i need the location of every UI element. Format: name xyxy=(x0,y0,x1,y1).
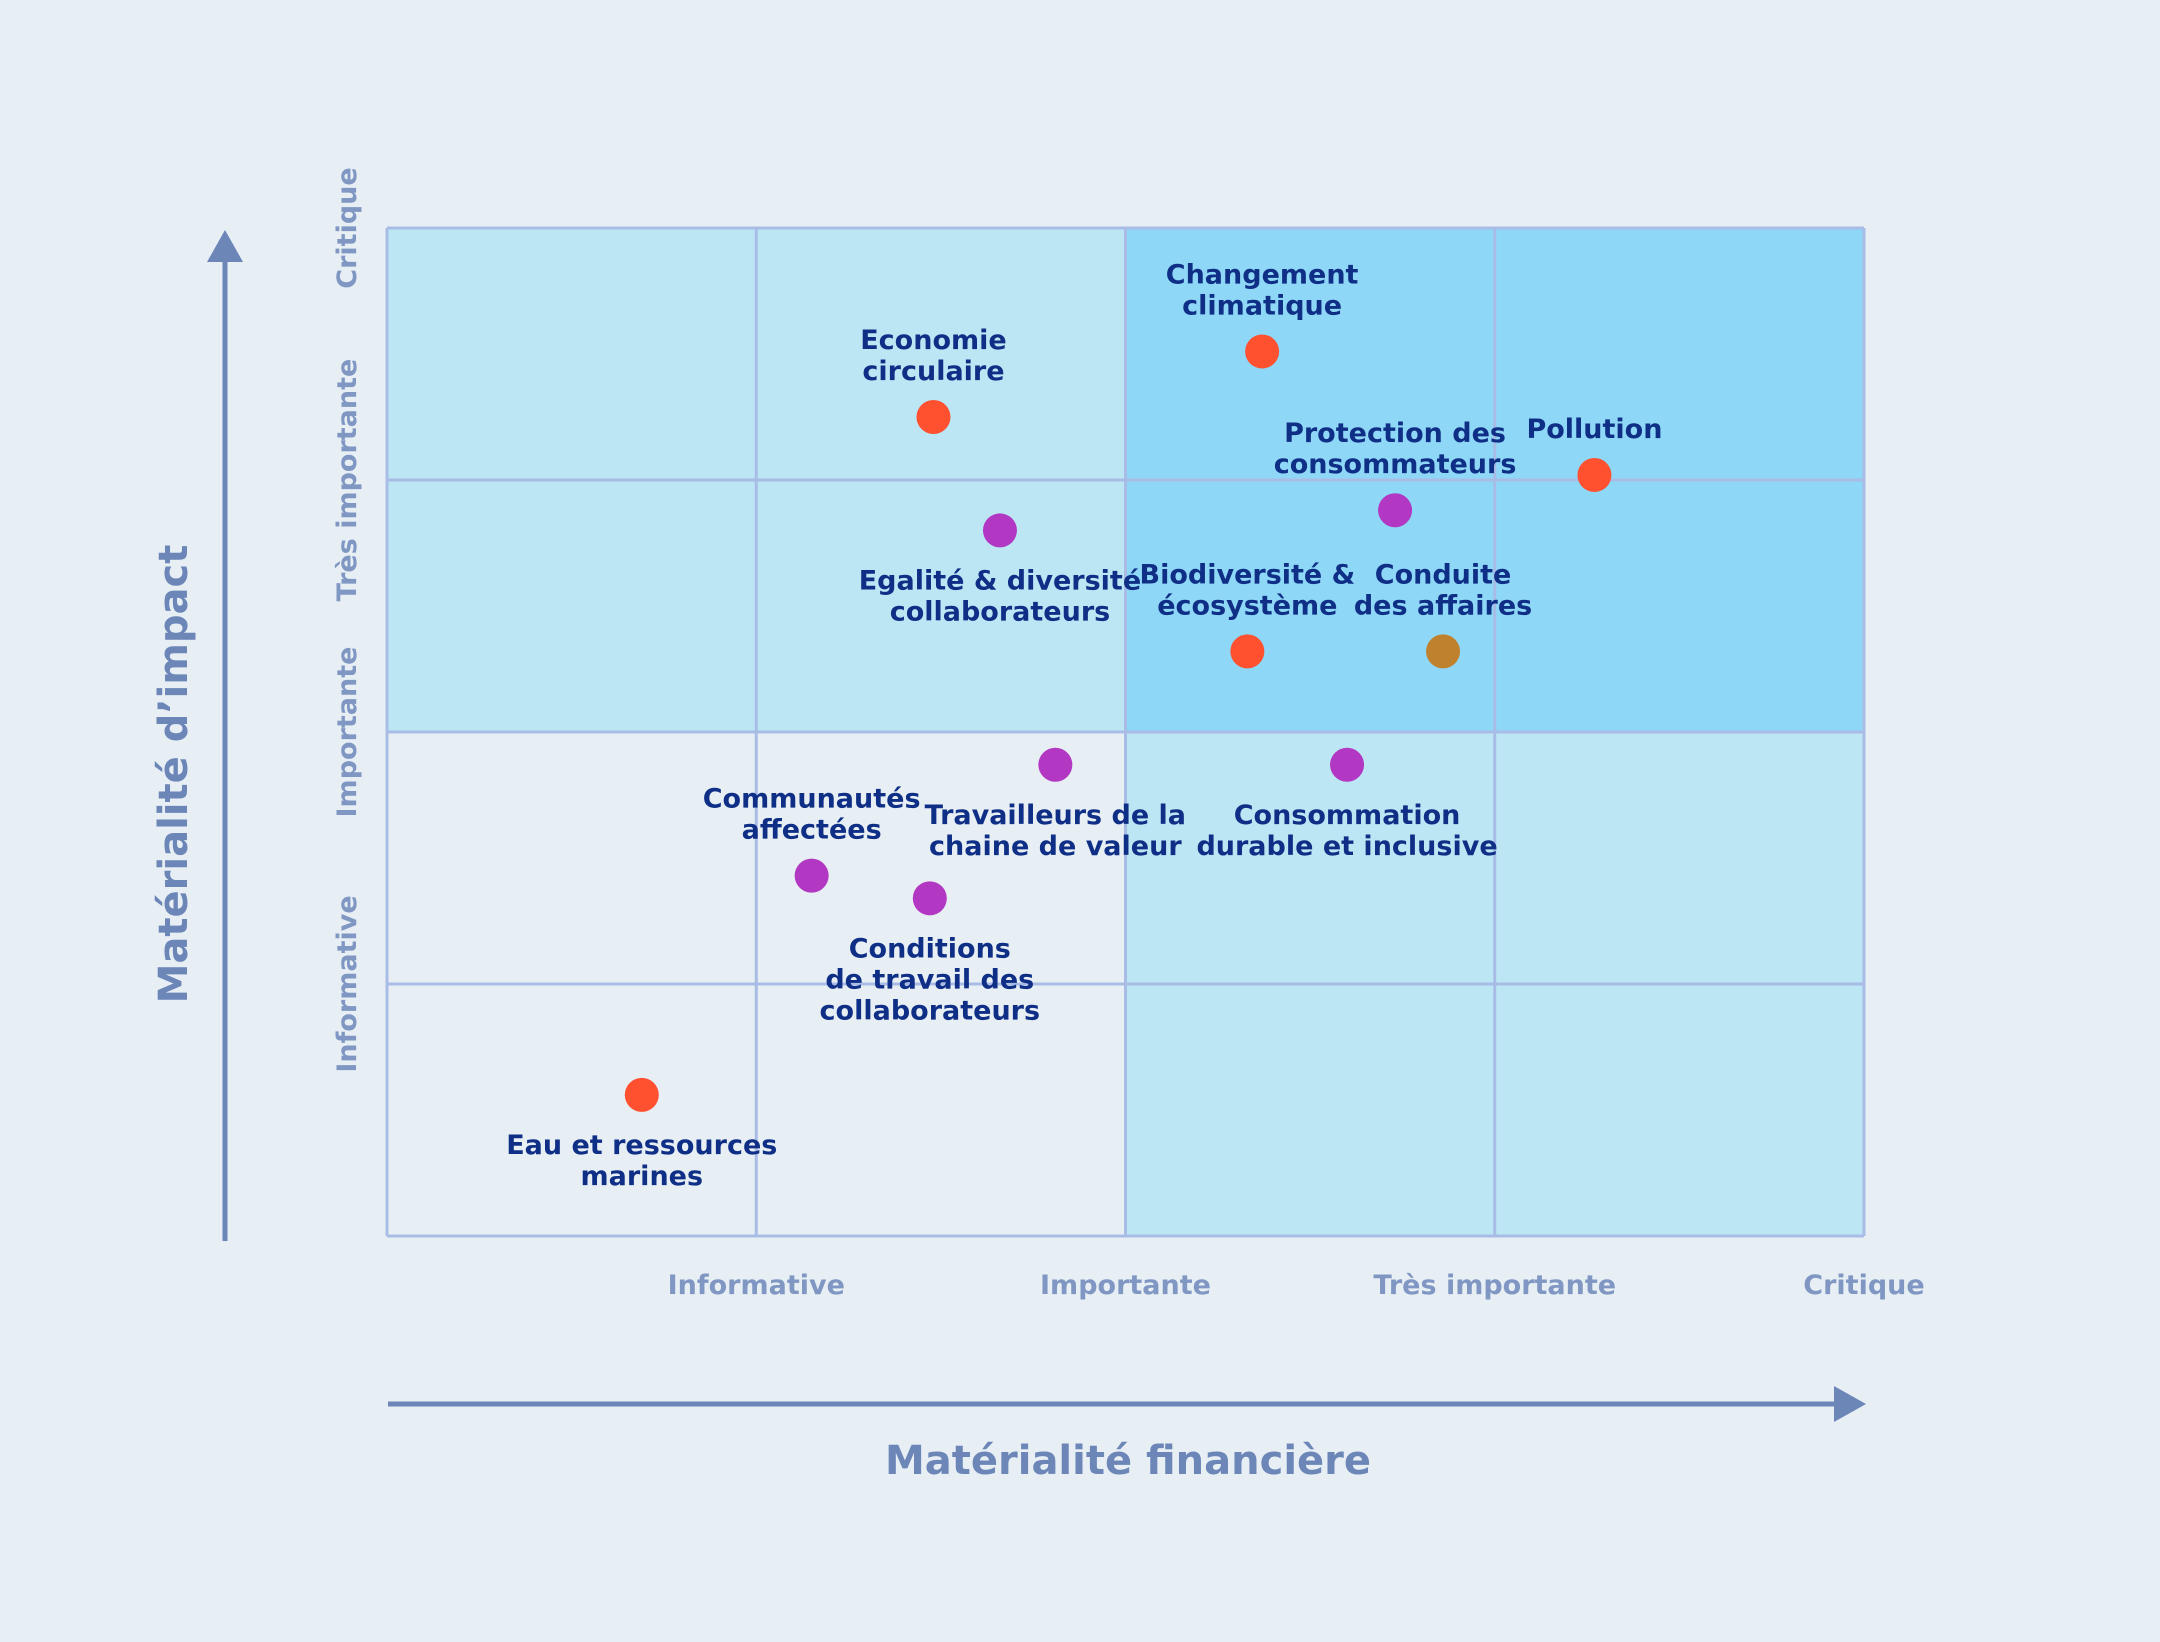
y-axis-arrowhead xyxy=(207,230,243,262)
data-point xyxy=(624,1077,659,1112)
y-tick-label: Importante xyxy=(332,647,363,818)
data-point xyxy=(1245,334,1280,369)
zone-cell xyxy=(387,732,757,984)
x-axis-arrowhead xyxy=(1834,1386,1866,1422)
chart-grid xyxy=(385,226,1866,1238)
data-label: Economie circulaire xyxy=(860,325,1006,387)
data-label: Biodiversité & écosystème xyxy=(1140,559,1356,621)
data-point xyxy=(1426,634,1461,669)
zone-cell xyxy=(1125,228,1495,480)
data-labels: Changement climatique Economie circulaire Po… xyxy=(506,259,1662,1191)
data-point xyxy=(982,513,1017,548)
data-point xyxy=(912,881,947,916)
zone-cell xyxy=(756,984,1126,1236)
y-tick-labels: Informative Importante Très importante Crit… xyxy=(332,167,363,1072)
y-tick-label: Très importante xyxy=(332,359,363,602)
zone-cell xyxy=(387,984,757,1236)
zone-cell xyxy=(387,228,757,480)
data-point xyxy=(794,858,829,893)
data-label: Communautés affectées xyxy=(703,784,921,846)
data-label: Pollution xyxy=(1526,414,1662,445)
data-label: Conditions de travail des collaborateurs xyxy=(820,933,1041,1026)
zone-cell xyxy=(756,228,1126,480)
data-point xyxy=(1038,747,1073,782)
data-label: Travailleurs de la chaine de valeur xyxy=(925,800,1186,862)
zone-cell xyxy=(387,480,757,732)
data-label: Conduite des affaires xyxy=(1354,559,1532,621)
x-axis-title: Matérialité financière xyxy=(885,1438,1371,1484)
y-tick-label: Informative xyxy=(332,895,363,1072)
y-axis-title: Matérialité d’impact xyxy=(151,545,197,1004)
data-label: Consommation durable et inclusive xyxy=(1196,800,1497,862)
zone-cell xyxy=(1494,732,1864,984)
zone-cell xyxy=(1125,732,1495,984)
x-tick-labels: Informative Importante Très importante Crit… xyxy=(668,1270,1925,1301)
x-tick-label: Importante xyxy=(1040,1270,1211,1301)
x-tick-label: Critique xyxy=(1803,1270,1924,1301)
zone-cell xyxy=(1125,480,1495,732)
data-label: Eau et ressources marines xyxy=(506,1130,777,1192)
data-point xyxy=(1378,493,1413,528)
zone-cell xyxy=(1494,228,1864,480)
data-points xyxy=(624,334,1612,1112)
zone-cell xyxy=(1494,480,1864,732)
x-tick-label: Informative xyxy=(668,1270,845,1301)
zone-cell xyxy=(756,480,1126,732)
data-point xyxy=(1330,747,1365,782)
data-label: Protection des consommateurs xyxy=(1274,418,1517,480)
data-point xyxy=(1577,457,1612,492)
y-tick-label: Critique xyxy=(332,167,363,288)
axes xyxy=(207,230,1866,1422)
data-label: Egalité & diversité collaborateurs xyxy=(859,565,1141,627)
data-point xyxy=(1230,634,1265,669)
data-point xyxy=(916,400,951,434)
zone-cell xyxy=(1494,984,1864,1236)
data-label: Changement climatique xyxy=(1166,259,1359,321)
x-tick-label: Très importante xyxy=(1373,1270,1616,1301)
zone-cell xyxy=(1125,984,1495,1236)
